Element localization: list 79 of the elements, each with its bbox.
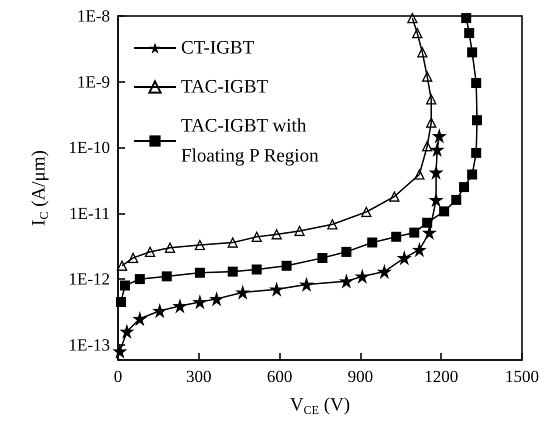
point [327,219,338,230]
point [459,182,470,192]
y-tick-label: 1E-12 [68,270,110,289]
point [389,191,400,202]
y-tick-label: 1E-13 [68,335,110,354]
point [194,240,206,250]
x-tick-label: 900 [348,367,374,386]
point [467,47,478,58]
x-tick-label: 300 [186,367,212,386]
point [467,169,478,180]
point [228,237,238,248]
point [432,129,446,142]
point [422,71,432,82]
point [430,166,443,179]
point [471,148,482,158]
point [378,265,391,278]
point [422,141,432,152]
point [407,12,418,24]
point [426,94,436,105]
point [144,246,156,257]
point [120,324,134,338]
point [367,238,378,248]
point [128,252,138,264]
point [426,117,436,128]
point [340,274,353,288]
point [120,280,130,291]
point [412,28,422,38]
x-tick-label: 600 [266,367,292,386]
point [317,252,328,263]
y-tick-label: 1E-10 [68,138,110,158]
point [133,312,146,326]
legend-label: CT-IGBT [181,38,255,58]
point [116,296,126,307]
point [414,169,425,180]
x-tick-label: 1500 [505,367,539,386]
point [228,266,238,277]
y-axis-title: IC (A/μm) [28,150,51,226]
point [451,194,462,205]
point [422,226,436,240]
point [412,243,426,256]
point [252,232,262,242]
legend-label: TAC-IGBT with Floating P Region [181,116,320,166]
point [162,271,172,282]
x-tick-label: 1200 [424,367,458,386]
point [409,228,420,238]
point [252,264,262,275]
y-tick-label: 1E-9 [76,72,110,92]
point [282,260,292,271]
point [361,206,372,218]
point [391,232,402,242]
point [153,304,166,318]
point [116,260,128,271]
point [472,115,482,126]
legend-label: TAC-IGBT [181,76,269,98]
point [270,282,284,296]
y-tick-label: 1E-11 [69,204,110,223]
point [430,143,444,156]
y-tick-label: 1E-8 [76,6,110,26]
point [398,251,411,264]
point [294,226,305,236]
point [341,246,352,257]
point [430,193,443,206]
x-tick-label: 0 [114,367,122,386]
point [471,78,482,88]
point [194,268,205,278]
point [236,286,250,299]
point [210,292,224,306]
point [439,206,450,216]
point [356,270,369,283]
point [422,218,432,228]
point [193,295,206,308]
point [173,300,186,313]
point [464,28,474,38]
point [461,13,472,24]
point [134,274,145,284]
point [271,229,282,240]
point [164,242,176,253]
point [417,47,428,58]
point [300,278,314,291]
